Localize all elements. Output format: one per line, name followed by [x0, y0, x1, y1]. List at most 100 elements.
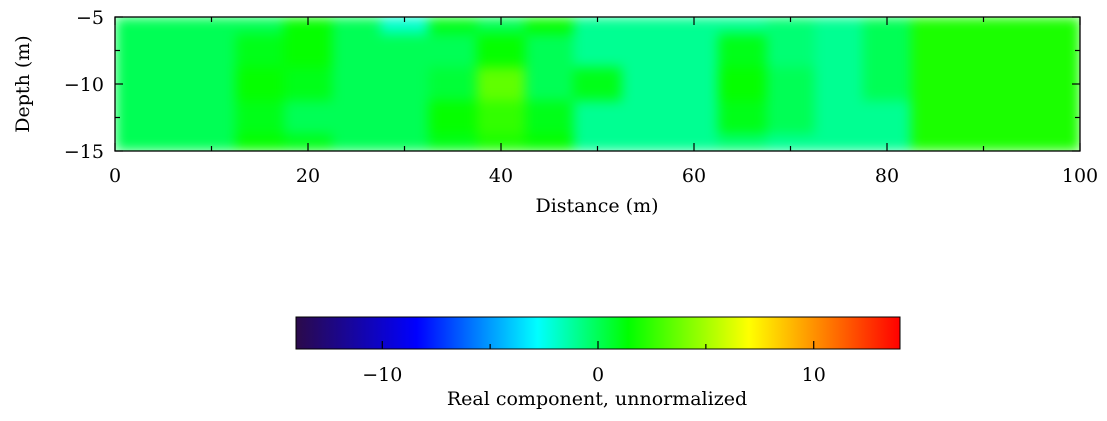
heatmap-cell	[283, 134, 333, 151]
heatmap-cell	[911, 134, 960, 151]
heatmap-cell	[862, 33, 912, 68]
heatmap-cell	[911, 17, 960, 35]
heatmap-cell	[573, 67, 623, 102]
heatmap-cell	[959, 33, 1009, 68]
heatmap-cell	[476, 100, 526, 135]
heatmap-cell	[525, 100, 574, 135]
heatmap-cell	[235, 33, 285, 68]
heatmap-cell	[380, 33, 430, 68]
heatmap-cell	[476, 17, 526, 35]
heatmap-cell	[332, 134, 381, 151]
colorbar-tick-label: −10	[362, 364, 402, 386]
heatmap-cell	[428, 100, 478, 135]
heatmap-cell	[959, 134, 1009, 151]
y-tick-label: −5	[76, 7, 104, 29]
heatmap-cell	[283, 17, 333, 35]
heatmap-cell	[283, 100, 333, 135]
heatmap-cell	[669, 67, 719, 102]
heatmap-cell	[235, 100, 285, 135]
heatmap-cell	[718, 67, 767, 102]
heatmap-cell	[187, 100, 237, 135]
heatmap-cell	[139, 100, 188, 135]
heatmap-cell	[766, 17, 816, 35]
heatmap-cell	[525, 67, 574, 102]
heatmap-cell	[621, 67, 671, 102]
heatmap-cell	[525, 33, 574, 68]
heatmap-cell	[1055, 17, 1080, 35]
heatmap-cell	[428, 67, 478, 102]
heatmap-cell	[814, 67, 864, 102]
heatmap-cell	[718, 134, 767, 151]
heatmap-cell	[911, 67, 960, 102]
heatmap-cell	[476, 67, 526, 102]
heatmap-cell	[814, 17, 864, 35]
colorbar-ticks: −10 0 10	[362, 341, 826, 386]
heatmap-cell	[911, 100, 960, 135]
heatmap-cell	[235, 17, 285, 35]
heatmap-cell	[1055, 134, 1080, 151]
heatmap-cells	[115, 17, 1080, 151]
heatmap-cell	[718, 33, 767, 68]
heatmap-cell	[862, 100, 912, 135]
heatmap-cell	[718, 17, 767, 35]
heatmap-cell	[1007, 134, 1057, 151]
heatmap-cell	[525, 17, 574, 35]
heatmap-cell	[621, 100, 671, 135]
heatmap-cell	[573, 17, 623, 35]
heatmap-cell	[1007, 67, 1057, 102]
x-axis-label: Distance (m)	[535, 195, 658, 217]
heatmap-cell	[718, 100, 767, 135]
x-tick-label: 40	[489, 165, 513, 187]
heatmap-cell	[669, 134, 719, 151]
heatmap-cell	[187, 17, 237, 35]
heatmap-cell	[283, 33, 333, 68]
x-tick-label: 100	[1062, 165, 1098, 187]
heatmap-cell	[621, 17, 671, 35]
y-tick-label: −10	[64, 74, 104, 96]
heatmap-cell	[283, 67, 333, 102]
x-tick-label: 60	[682, 165, 706, 187]
heatmap-cell	[380, 100, 430, 135]
x-tick-label: 80	[875, 165, 899, 187]
colorbar-tick-label: 0	[592, 364, 604, 386]
x-axis-ticks: 0 20 40 60 80 100	[109, 17, 1098, 187]
colorbar-label: Real component, unnormalized	[447, 388, 747, 410]
heatmap-cell	[139, 67, 188, 102]
heatmap-cell	[766, 100, 816, 135]
heatmap-cell	[669, 33, 719, 68]
heatmap-cell	[525, 134, 574, 151]
heatmap-cell	[380, 134, 430, 151]
heatmap-cell	[959, 17, 1009, 35]
y-axis-label: Depth (m)	[12, 35, 34, 132]
heatmap-cell	[911, 33, 960, 68]
heatmap-cell	[1007, 100, 1057, 135]
heatmap-cell	[1007, 33, 1057, 68]
heatmap-cell	[814, 100, 864, 135]
heatmap-cell	[573, 100, 623, 135]
heatmap-cell	[380, 17, 430, 35]
heatmap-cell	[139, 134, 188, 151]
heatmap-cell	[766, 134, 816, 151]
heatmap-cell	[235, 134, 285, 151]
heatmap-cell	[428, 33, 478, 68]
heatmap-cell	[862, 67, 912, 102]
heatmap-cell	[814, 33, 864, 68]
x-tick-label: 20	[296, 165, 320, 187]
heatmap-cell	[332, 17, 381, 35]
heatmap-cell	[187, 33, 237, 68]
heatmap-cell	[621, 33, 671, 68]
heatmap-cell	[669, 100, 719, 135]
heatmap-cell	[139, 33, 188, 68]
heatmap-cell	[332, 33, 381, 68]
heatmap-cell	[380, 67, 430, 102]
heatmap-cell	[139, 17, 188, 35]
heatmap-cell	[187, 134, 237, 151]
heatmap-cell	[959, 67, 1009, 102]
heatmap-cell	[115, 134, 140, 151]
heatmap-cell	[669, 17, 719, 35]
heatmap-cell	[187, 67, 237, 102]
heatmap-cell	[1007, 17, 1057, 35]
y-tick-label: −15	[64, 141, 104, 163]
heatmap-cell	[959, 100, 1009, 135]
